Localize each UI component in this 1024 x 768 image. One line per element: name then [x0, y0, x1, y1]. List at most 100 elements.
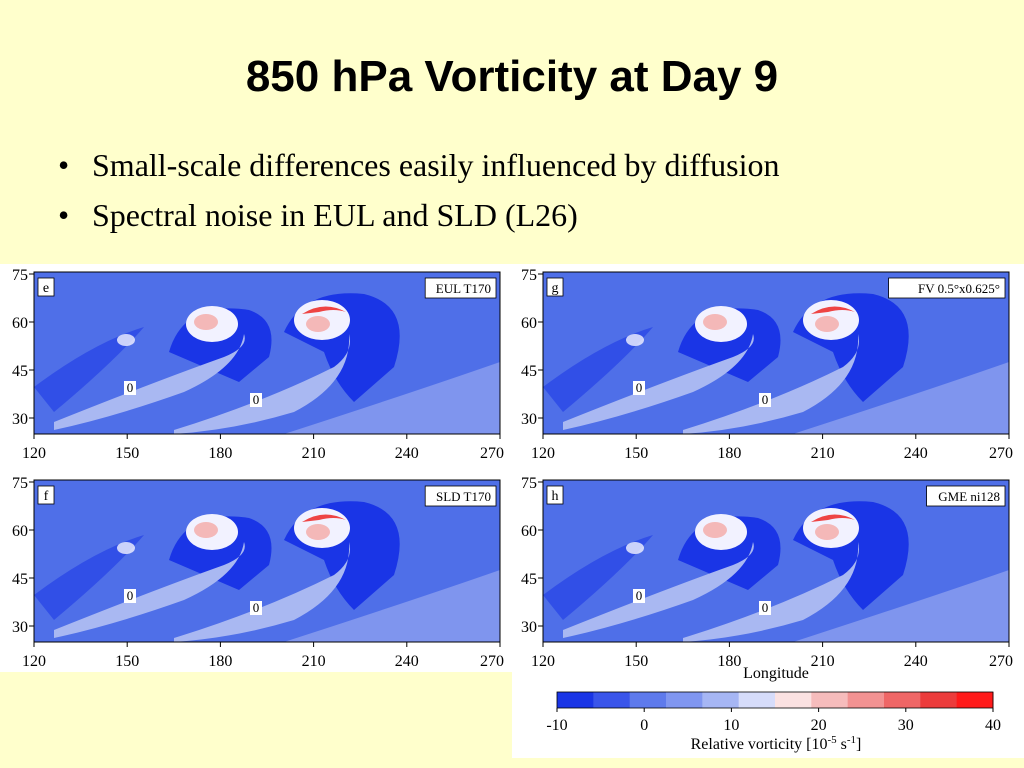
colorbar: -10 0 10 20 30 40 Relative vorticity [10-5 s-1…: [546, 691, 1001, 753]
colorbar-segment: [920, 692, 958, 708]
contour-label: 0: [636, 588, 643, 603]
y-tick-label: 30: [521, 411, 537, 428]
panel-letter-box: [546, 277, 564, 297]
colorbar-tick-label: -10: [546, 717, 567, 734]
panel-model-box: [926, 485, 1006, 507]
positive-region: [284, 570, 500, 642]
contour-label: 0: [253, 600, 260, 615]
filament-east: [683, 542, 859, 642]
panel-model-box: [888, 277, 1006, 299]
slide-title: 850 hPa Vorticity at Day 9: [245, 52, 779, 101]
x-tick-label: 120: [531, 445, 555, 462]
filament-east: [683, 334, 859, 434]
feature-group: 00: [34, 501, 500, 642]
x-tick-label: 240: [395, 445, 419, 462]
x-tick-label: 150: [115, 653, 139, 670]
x-tick-label: 120: [22, 653, 46, 670]
filament-west: [563, 334, 754, 430]
trough-far-west: [543, 535, 653, 620]
panel-frame: [33, 479, 501, 643]
colorbar-segment: [702, 692, 740, 708]
contour-label-box: [124, 381, 136, 395]
x-tick-label: 180: [717, 653, 741, 670]
panel-frame: [542, 479, 1010, 643]
contour-label-box: [250, 601, 262, 615]
bullet-item: • Small-scale differences easily influenc…: [58, 140, 779, 190]
bullet-item: • Spectral noise in EUL and SLD (L26): [58, 190, 779, 240]
contour-label: 0: [762, 600, 769, 615]
vortex-small: [117, 334, 135, 346]
colorbar-tick-label: 0: [640, 717, 648, 734]
vortex-small: [117, 542, 135, 554]
colorbar-segment: [738, 692, 776, 708]
y-tick-label: 75: [521, 267, 537, 284]
vortex-small: [626, 334, 644, 346]
x-tick-label: 150: [624, 445, 648, 462]
bullet-dot: •: [58, 197, 70, 233]
x-tick-label: 120: [531, 653, 555, 670]
vortex-center-west: [703, 314, 727, 330]
x-tick-label: 270: [480, 445, 504, 462]
filament-east: [174, 334, 350, 434]
vorticity-features: 00: [543, 293, 1009, 434]
filament-west: [563, 542, 754, 638]
x-tick-label: 150: [115, 445, 139, 462]
colorbar-tick-label: 30: [898, 717, 914, 734]
vortex-max-east: [302, 514, 346, 522]
vorticity-features: 00: [34, 501, 500, 642]
filament-west: [54, 334, 245, 430]
y-tick-label: 60: [521, 315, 537, 332]
vortex-max-east: [811, 514, 855, 522]
x-tick-label: 240: [395, 653, 419, 670]
x-axis-label: Longitude: [743, 665, 809, 682]
colorbar-label-part: ]: [856, 736, 861, 753]
colorbar-segment: [629, 692, 667, 708]
filament-east: [174, 542, 350, 642]
colorbar-segment: [847, 692, 885, 708]
colorbar-tick-label: 20: [811, 717, 827, 734]
positive-region: [793, 362, 1009, 434]
vortex-max-east: [811, 306, 855, 314]
y-tick-label: 30: [12, 411, 28, 428]
colorbar-label-part: -5: [827, 734, 837, 746]
bullet-dot: •: [58, 147, 70, 183]
x-tick-label: 150: [624, 653, 648, 670]
x-tick-label: 180: [208, 445, 232, 462]
bullet-text: Spectral noise in EUL and SLD (L26): [92, 197, 578, 233]
vortex-center-east: [815, 524, 839, 540]
x-tick-label: 240: [904, 445, 928, 462]
y-tick-label: 60: [12, 315, 28, 332]
feature-group: 00: [34, 293, 500, 434]
y-tick-label: 60: [12, 523, 28, 540]
panel-model-label: FV 0.5°x0.625°: [918, 281, 1000, 296]
y-tick-label: 45: [12, 363, 28, 380]
x-tick-label: 120: [22, 445, 46, 462]
y-tick-label: 45: [521, 571, 537, 588]
colorbar-segment: [775, 692, 812, 708]
positive-region: [284, 362, 500, 434]
x-tick-label: 270: [989, 653, 1013, 670]
vortex-small: [626, 542, 644, 554]
trough-far-west: [543, 327, 653, 412]
contour-label: 0: [762, 392, 769, 407]
panel-frame: [33, 271, 501, 435]
x-tick-label: 270: [989, 445, 1013, 462]
x-tick-label: 240: [904, 653, 928, 670]
contour-label: 0: [253, 392, 260, 407]
y-tick-label: 30: [521, 619, 537, 636]
colorbar-label-part: -1: [847, 734, 856, 746]
filament-west: [54, 542, 245, 638]
colorbar-segment: [557, 692, 594, 708]
contour-label-box: [759, 601, 771, 615]
panel-model-label: SLD T170: [436, 489, 491, 504]
y-tick-label: 75: [12, 267, 28, 284]
vortex-center-east: [306, 524, 330, 540]
colorbar-tick-label: 40: [985, 717, 1001, 734]
contour-label-box: [633, 589, 645, 603]
feature-group: 00: [543, 293, 1009, 434]
positive-region: [793, 570, 1009, 642]
